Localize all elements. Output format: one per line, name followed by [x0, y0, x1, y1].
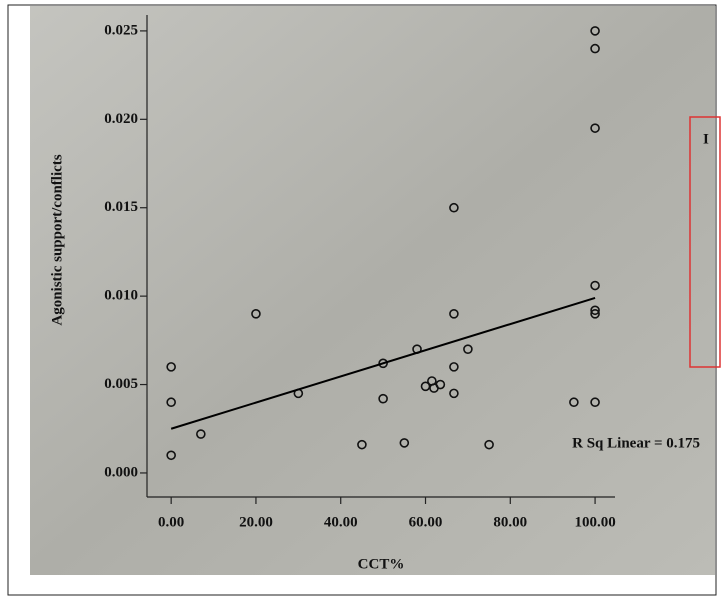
point	[196, 429, 206, 439]
background-photo	[30, 6, 715, 575]
x-tick-label: 0.00	[158, 514, 184, 530]
fit-line	[170, 296, 596, 430]
point	[166, 362, 176, 372]
point	[378, 393, 388, 404]
y-tick-label: 0.000	[104, 464, 138, 480]
x-tick-label: 40.00	[324, 514, 358, 530]
cropped-box-text: I	[703, 131, 709, 147]
x-tick-label: 60.00	[409, 514, 443, 530]
point	[463, 344, 473, 354]
point	[251, 309, 261, 319]
cropped-box	[689, 116, 721, 368]
y-tick-label: 0.010	[104, 288, 138, 304]
point	[399, 438, 410, 448]
point	[166, 397, 176, 408]
annotation: R Sq Linear = 0.175	[572, 435, 700, 451]
point	[484, 439, 494, 450]
point	[590, 26, 600, 36]
point	[449, 309, 459, 319]
x-tick-label: 20.00	[239, 514, 273, 530]
x-tick-label: 80.00	[493, 514, 527, 530]
x-axis-title: CCT%	[358, 556, 405, 572]
point	[449, 388, 459, 399]
y-tick-label: 0.015	[104, 199, 138, 215]
y-tick-label: 0.020	[104, 111, 138, 127]
y-axis-title: Agonistic support/conflicts	[49, 154, 65, 325]
point	[449, 202, 459, 213]
point	[420, 381, 431, 392]
point	[590, 123, 600, 133]
point	[166, 450, 176, 461]
point	[590, 280, 600, 291]
point	[590, 43, 600, 54]
point	[435, 379, 446, 390]
point	[590, 305, 600, 316]
point	[357, 439, 367, 450]
point	[590, 309, 600, 319]
point	[590, 397, 600, 408]
y-tick-label: 0.005	[104, 376, 138, 392]
point	[569, 397, 579, 408]
y-tick-label: 0.025	[104, 22, 138, 38]
point	[449, 362, 459, 372]
x-tick-label: 100.00	[574, 514, 615, 530]
point	[378, 358, 388, 369]
